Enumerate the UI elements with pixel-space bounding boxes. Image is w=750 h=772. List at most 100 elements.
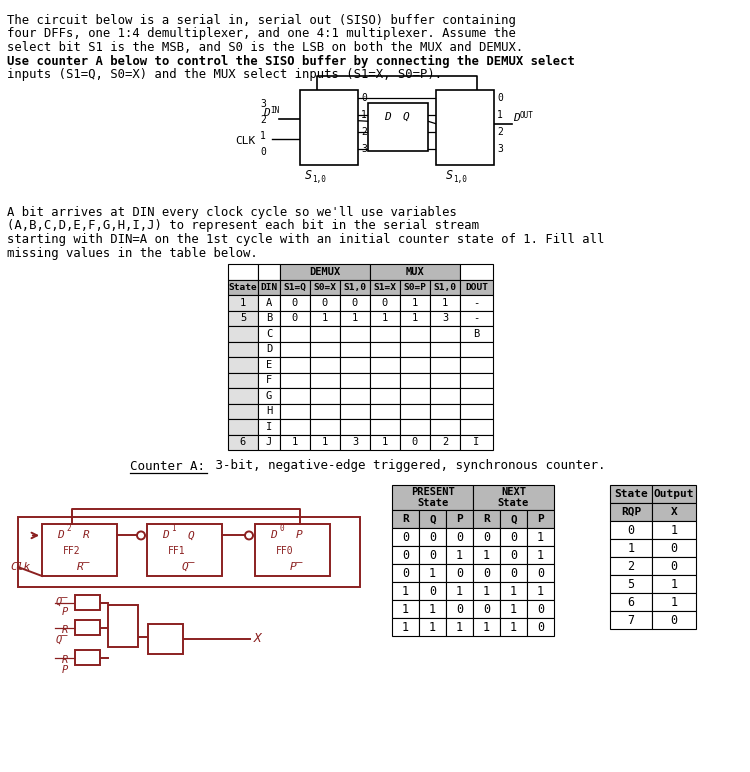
Bar xyxy=(370,326,400,341)
Bar xyxy=(430,326,460,341)
Text: 0: 0 xyxy=(628,523,634,537)
Text: 1: 1 xyxy=(429,603,436,616)
Bar xyxy=(370,388,400,404)
Bar xyxy=(228,279,258,295)
Text: P: P xyxy=(537,514,544,524)
Bar xyxy=(460,295,493,310)
Bar xyxy=(280,373,310,388)
Text: D: D xyxy=(513,113,520,123)
Text: 6: 6 xyxy=(240,437,246,447)
Text: 1: 1 xyxy=(292,437,298,447)
Bar xyxy=(42,524,117,576)
Bar xyxy=(280,310,310,326)
Text: 3: 3 xyxy=(361,144,367,154)
Bar xyxy=(652,557,696,575)
Text: 0: 0 xyxy=(670,560,677,573)
Text: A: A xyxy=(266,298,272,308)
Bar xyxy=(652,503,696,521)
Text: 1,0: 1,0 xyxy=(312,175,326,184)
Text: DOUT: DOUT xyxy=(465,283,488,292)
Bar xyxy=(460,264,493,279)
Bar xyxy=(400,388,430,404)
Bar xyxy=(258,264,280,279)
Text: 6: 6 xyxy=(628,595,634,608)
Bar xyxy=(400,341,430,357)
Bar xyxy=(310,310,340,326)
Bar xyxy=(228,295,258,310)
Bar xyxy=(392,618,419,636)
Bar xyxy=(228,388,258,404)
Bar xyxy=(430,404,460,419)
Text: RQP: RQP xyxy=(621,507,641,517)
Text: B: B xyxy=(266,313,272,323)
Bar xyxy=(473,600,500,618)
Text: 1: 1 xyxy=(442,298,448,308)
Text: MUX: MUX xyxy=(406,267,424,276)
Text: 0: 0 xyxy=(456,530,463,543)
Text: 0: 0 xyxy=(429,584,436,598)
Text: 1: 1 xyxy=(628,541,634,554)
Text: D: D xyxy=(162,530,168,540)
Text: D: D xyxy=(384,112,391,122)
Bar xyxy=(258,341,280,357)
Bar xyxy=(430,419,460,435)
Bar xyxy=(652,521,696,539)
Bar xyxy=(527,618,554,636)
Bar xyxy=(228,341,258,357)
Bar xyxy=(527,547,554,564)
Text: 1: 1 xyxy=(497,110,502,120)
Bar xyxy=(430,373,460,388)
Text: 2: 2 xyxy=(361,127,367,137)
Bar xyxy=(446,510,473,528)
Bar xyxy=(460,310,493,326)
Text: 3: 3 xyxy=(260,99,266,109)
Bar xyxy=(460,404,493,419)
Text: inputs (S1=Q, S0=X) and the MUX select inputs (S1=X, S0=P).: inputs (S1=Q, S0=X) and the MUX select i… xyxy=(7,68,442,81)
Bar xyxy=(446,600,473,618)
Text: 2: 2 xyxy=(66,524,70,533)
Text: 1: 1 xyxy=(483,621,490,634)
Bar xyxy=(228,419,258,435)
Text: P: P xyxy=(62,607,68,617)
Bar xyxy=(75,650,100,665)
Text: Output: Output xyxy=(654,489,694,499)
Bar xyxy=(446,547,473,564)
Bar xyxy=(419,582,446,600)
Text: S0=X: S0=X xyxy=(314,283,337,292)
Text: 0: 0 xyxy=(510,567,517,580)
Bar xyxy=(75,595,100,610)
Text: 1: 1 xyxy=(670,523,677,537)
Bar xyxy=(280,341,310,357)
Bar xyxy=(460,326,493,341)
Text: 0: 0 xyxy=(361,93,367,103)
Text: 7: 7 xyxy=(628,614,634,627)
Text: 1: 1 xyxy=(510,603,517,616)
Bar xyxy=(258,357,280,373)
Bar xyxy=(419,564,446,582)
Text: DIN: DIN xyxy=(260,283,278,292)
Text: State: State xyxy=(614,489,648,499)
Text: P: P xyxy=(62,665,68,675)
Text: Q: Q xyxy=(188,530,194,540)
Text: 1: 1 xyxy=(510,621,517,634)
Bar xyxy=(310,341,340,357)
Text: 1: 1 xyxy=(361,110,367,120)
Bar xyxy=(473,618,500,636)
Bar xyxy=(652,593,696,611)
Bar xyxy=(527,510,554,528)
Bar xyxy=(473,547,500,564)
Bar xyxy=(280,388,310,404)
Bar xyxy=(340,357,370,373)
Bar xyxy=(280,279,310,295)
Bar xyxy=(527,528,554,547)
Bar xyxy=(400,295,430,310)
Text: P: P xyxy=(296,530,302,540)
Bar xyxy=(280,264,370,279)
Text: Clk: Clk xyxy=(10,562,30,572)
Bar xyxy=(280,435,310,450)
Bar xyxy=(400,435,430,450)
Bar xyxy=(460,388,493,404)
Text: 5: 5 xyxy=(628,577,634,591)
Bar xyxy=(228,357,258,373)
Bar xyxy=(370,295,400,310)
